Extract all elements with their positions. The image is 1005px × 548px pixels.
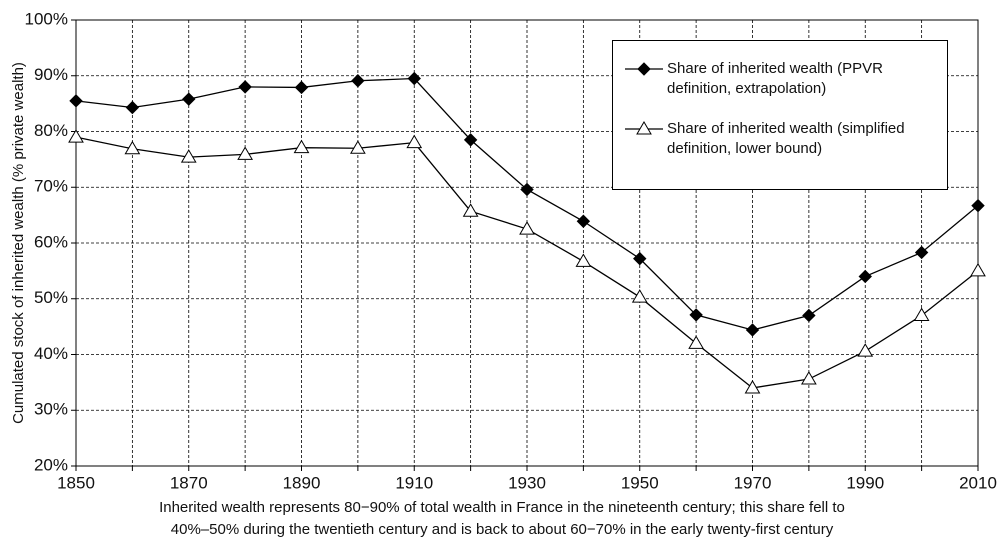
- marker: [293, 139, 310, 154]
- y-tick-label: 100%: [25, 9, 68, 28]
- marker: [180, 149, 197, 163]
- marker: [802, 308, 816, 323]
- x-tick-label: 1990: [846, 473, 884, 492]
- x-axis-label: 40%–50% during the twentieth century and…: [171, 521, 834, 538]
- marker: [744, 379, 761, 394]
- marker: [125, 100, 140, 115]
- marker: [463, 133, 478, 147]
- marker: [637, 62, 651, 76]
- y-tick-label: 70%: [34, 177, 68, 196]
- x-tick-label: 1910: [395, 473, 433, 492]
- x-tick-label: 1970: [734, 473, 772, 492]
- marker: [858, 269, 872, 284]
- marker: [689, 308, 703, 322]
- legend: Share of inherited wealth (PPVR definiti…: [612, 40, 948, 190]
- legend-item: Share of inherited wealth (simplified de…: [623, 119, 939, 159]
- legend-label: Share of inherited wealth (PPVR definiti…: [667, 60, 883, 97]
- marker: [575, 253, 592, 267]
- x-tick-label: 1870: [170, 473, 208, 492]
- y-tick-label: 40%: [34, 344, 68, 363]
- marker: [69, 94, 83, 108]
- marker: [633, 251, 647, 266]
- legend-key: [625, 121, 663, 135]
- y-axis-label: Cumulated stock of inherited wealth (% p…: [10, 62, 27, 424]
- marker: [124, 140, 141, 155]
- marker: [462, 203, 479, 217]
- y-tick-label: 90%: [34, 65, 68, 84]
- y-tick-label: 50%: [34, 288, 68, 307]
- marker: [294, 80, 309, 95]
- x-tick-label: 2010: [959, 473, 997, 492]
- plot-frame: [75, 19, 979, 467]
- legend-item: Share of inherited wealth (PPVR definiti…: [623, 59, 939, 99]
- x-tick-label: 1890: [283, 473, 321, 492]
- marker: [801, 371, 817, 385]
- marker: [238, 80, 252, 94]
- marker: [970, 262, 986, 277]
- marker: [913, 307, 930, 321]
- y-tick-label: 20%: [34, 455, 68, 474]
- y-tick-label: 30%: [34, 400, 68, 419]
- marker: [407, 71, 421, 86]
- marker: [688, 335, 704, 349]
- marker: [237, 146, 253, 160]
- marker: [350, 140, 366, 154]
- legend-label: Share of inherited wealth (simplified de…: [667, 120, 905, 157]
- x-axis-label: Inherited wealth represents 80−90% of to…: [159, 499, 845, 516]
- marker: [971, 198, 985, 213]
- marker: [576, 214, 591, 228]
- marker: [351, 74, 365, 88]
- marker: [745, 323, 760, 337]
- x-tick-label: 1930: [508, 473, 546, 492]
- x-tick-label: 1850: [57, 473, 95, 492]
- marker: [631, 289, 648, 303]
- marker: [857, 343, 874, 357]
- marker: [520, 182, 534, 197]
- legend-key: [625, 62, 663, 76]
- marker: [519, 221, 535, 235]
- y-tick-label: 60%: [34, 232, 68, 251]
- x-tick-label: 1950: [621, 473, 659, 492]
- y-tick-label: 80%: [34, 121, 68, 140]
- marker: [182, 92, 196, 106]
- marker: [636, 121, 652, 135]
- marker: [68, 129, 84, 143]
- marker: [406, 134, 423, 149]
- marker: [914, 245, 929, 260]
